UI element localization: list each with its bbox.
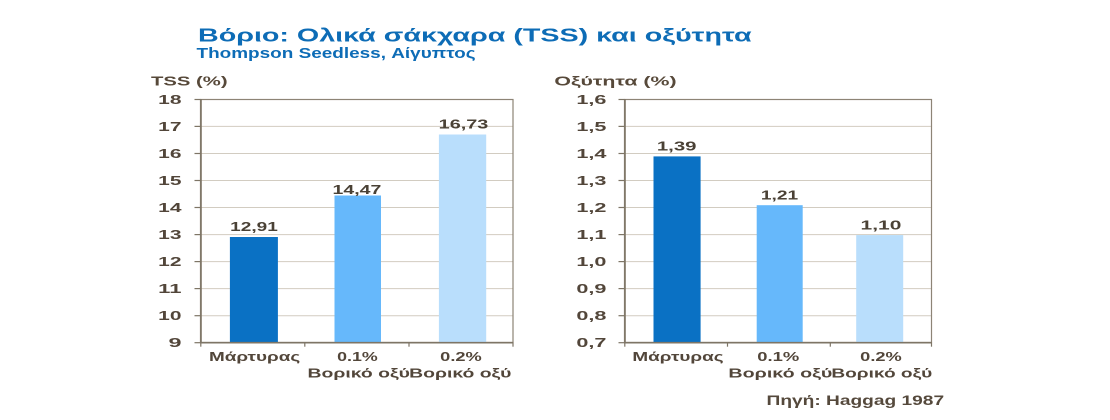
svg-text:0,9: 0,9 [576,282,606,296]
svg-text:0.2%: 0.2% [440,350,482,364]
svg-text:1,5: 1,5 [576,120,606,134]
svg-text:13: 13 [158,228,181,242]
svg-text:TSS (%): TSS (%) [151,73,228,88]
svg-text:17: 17 [158,120,181,134]
svg-text:Βορικό οξύ: Βορικό οξύ [728,367,832,381]
svg-text:0.1%: 0.1% [337,350,378,364]
svg-text:18: 18 [158,93,181,107]
svg-text:Βορικό οξύ: Βορικό οξύ [409,367,511,381]
svg-text:10: 10 [158,309,181,323]
svg-text:0.2%: 0.2% [860,350,902,364]
svg-text:1,1: 1,1 [576,228,606,242]
svg-text:16: 16 [158,147,181,161]
svg-text:Thompson Seedless, Αίγυπτος: Thompson Seedless, Αίγυπτος [197,45,476,62]
svg-text:15: 15 [158,174,181,188]
svg-text:0,8: 0,8 [576,309,606,323]
svg-text:Πηγή: Haggag 1987: Πηγή: Haggag 1987 [767,392,945,408]
svg-text:1,6: 1,6 [576,93,606,107]
svg-text:Βορικό οξύ: Βορικό οξύ [831,367,932,381]
svg-text:Βόριο: Ολικά σάκχαρα (TSS) και: Βόριο: Ολικά σάκχαρα (TSS) και οξύτητα [198,26,752,47]
svg-text:1,39: 1,39 [657,139,697,153]
svg-text:Βορικό οξύ: Βορικό οξύ [308,367,410,381]
svg-text:9: 9 [169,336,182,350]
svg-text:0,7: 0,7 [576,336,606,350]
svg-text:1,0: 1,0 [576,255,606,269]
svg-text:1,4: 1,4 [576,147,606,161]
svg-text:14: 14 [158,201,181,215]
svg-text:Μάρτυρας: Μάρτυρας [632,350,723,364]
svg-text:14,47: 14,47 [333,183,382,197]
svg-text:0.1%: 0.1% [757,350,799,364]
svg-text:1,2: 1,2 [576,201,606,215]
svg-text:1,3: 1,3 [576,174,606,188]
svg-text:Οξύτητα (%): Οξύτητα (%) [554,73,676,88]
svg-text:1,21: 1,21 [761,189,798,203]
svg-text:11: 11 [158,282,181,296]
svg-text:12,91: 12,91 [230,220,278,234]
svg-text:12: 12 [158,255,181,269]
svg-text:1,10: 1,10 [861,219,902,233]
svg-text:16,73: 16,73 [439,117,489,131]
svg-text:Μάρτυρας: Μάρτυρας [209,350,300,364]
